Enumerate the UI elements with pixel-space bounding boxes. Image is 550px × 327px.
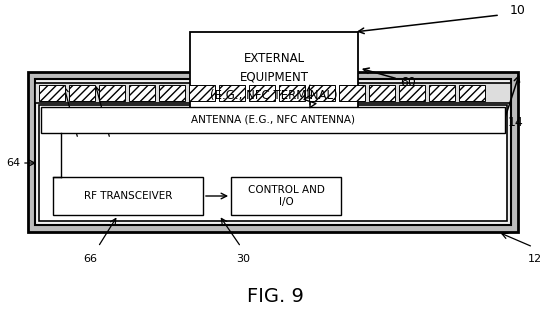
Bar	[129, 85, 155, 101]
Bar	[39, 105, 507, 221]
Text: CONTROL AND
I/O: CONTROL AND I/O	[248, 185, 324, 207]
Bar	[279, 85, 305, 101]
Text: 64: 64	[6, 158, 20, 168]
Text: 14: 14	[508, 115, 524, 129]
Bar	[189, 85, 215, 101]
Text: 30: 30	[236, 254, 250, 264]
Text: 12: 12	[528, 254, 542, 264]
Text: 66: 66	[83, 254, 97, 264]
Bar	[369, 85, 395, 101]
Bar	[459, 85, 485, 101]
Bar	[28, 72, 518, 232]
Bar	[53, 177, 203, 215]
Text: EXTERNAL
EQUIPMENT
(E.G., NFC TERMINAL): EXTERNAL EQUIPMENT (E.G., NFC TERMINAL)	[210, 51, 338, 102]
Text: 10: 10	[510, 5, 526, 18]
Bar	[190, 32, 358, 122]
Text: FIG. 9: FIG. 9	[246, 287, 304, 306]
Text: RF TRANSCEIVER: RF TRANSCEIVER	[84, 191, 172, 201]
Bar	[249, 85, 275, 101]
Bar	[399, 85, 425, 101]
Bar	[429, 85, 455, 101]
Bar	[159, 85, 185, 101]
Bar	[231, 177, 341, 215]
Text: ANTENNA (E.G., NFC ANTENNA): ANTENNA (E.G., NFC ANTENNA)	[191, 115, 355, 125]
Bar	[35, 79, 511, 225]
Bar	[41, 107, 505, 133]
Bar	[99, 85, 125, 101]
Bar	[39, 85, 65, 101]
Bar	[309, 85, 335, 101]
Bar	[219, 85, 245, 101]
Text: 60: 60	[400, 77, 416, 90]
Bar	[339, 85, 365, 101]
Text: 28: 28	[93, 124, 107, 134]
Bar	[35, 83, 511, 103]
Text: 28: 28	[61, 124, 75, 134]
Bar	[69, 85, 95, 101]
Text: 62: 62	[317, 109, 331, 118]
